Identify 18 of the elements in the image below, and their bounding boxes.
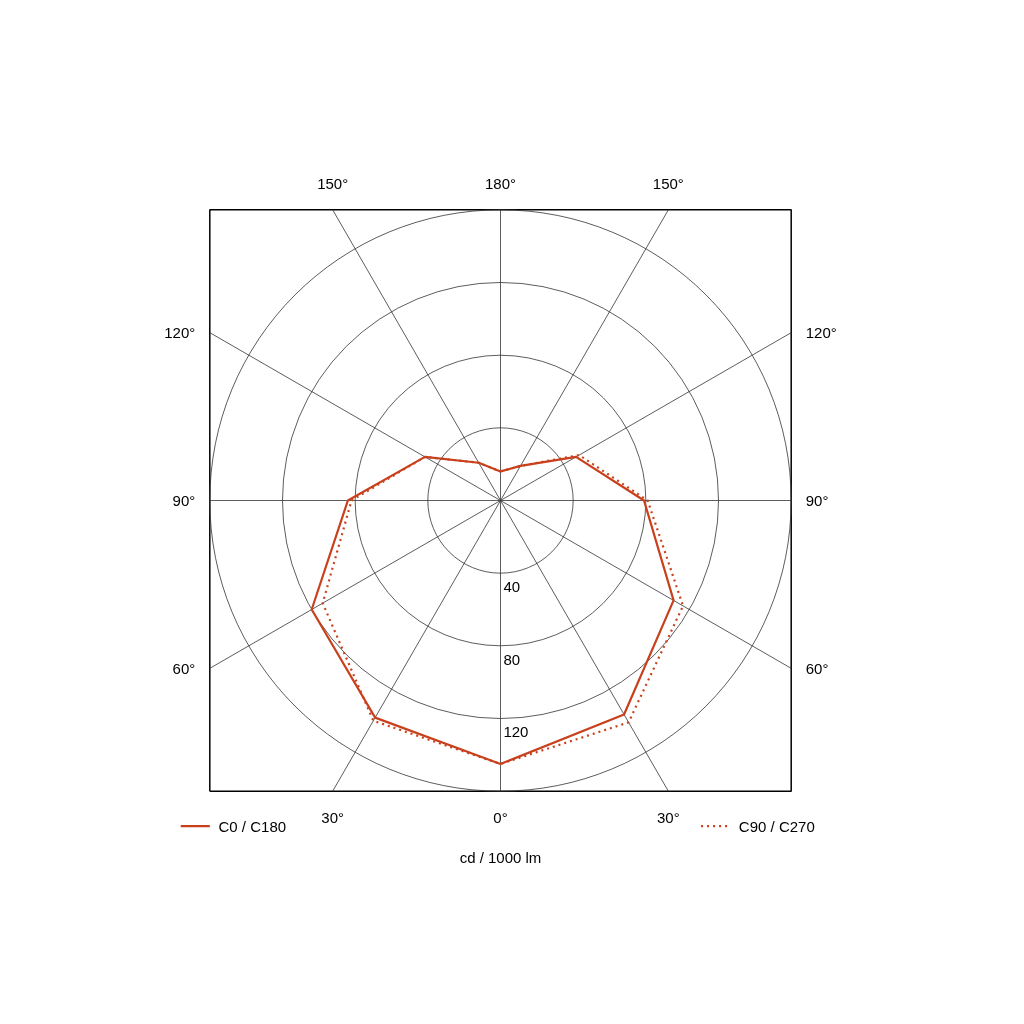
- spoke-label: 30°: [321, 808, 345, 826]
- text: cd / 1000 lm: [459, 849, 542, 867]
- spoke-label: 150°: [652, 175, 684, 193]
- legend-label: C0 / C180: [218, 817, 287, 835]
- spoke-label: 90°: [805, 492, 829, 509]
- y-tick-label: 80: [503, 650, 521, 668]
- y-tick-label: 40: [503, 577, 521, 595]
- spoke-label: 30°: [656, 808, 680, 826]
- spoke-label: 120°: [805, 324, 837, 342]
- spoke-label: 90°: [172, 492, 196, 509]
- legend-label: C90 / C270: [738, 817, 815, 835]
- spoke-label: 180°: [484, 175, 517, 193]
- spoke-label: 150°: [317, 175, 349, 193]
- spoke-label: 60°: [172, 659, 196, 677]
- spoke-label: 60°: [805, 659, 829, 677]
- spoke-label: 120°: [164, 324, 196, 342]
- spoke-label: 0°: [493, 808, 508, 826]
- y-tick-label: 120: [503, 723, 529, 741]
